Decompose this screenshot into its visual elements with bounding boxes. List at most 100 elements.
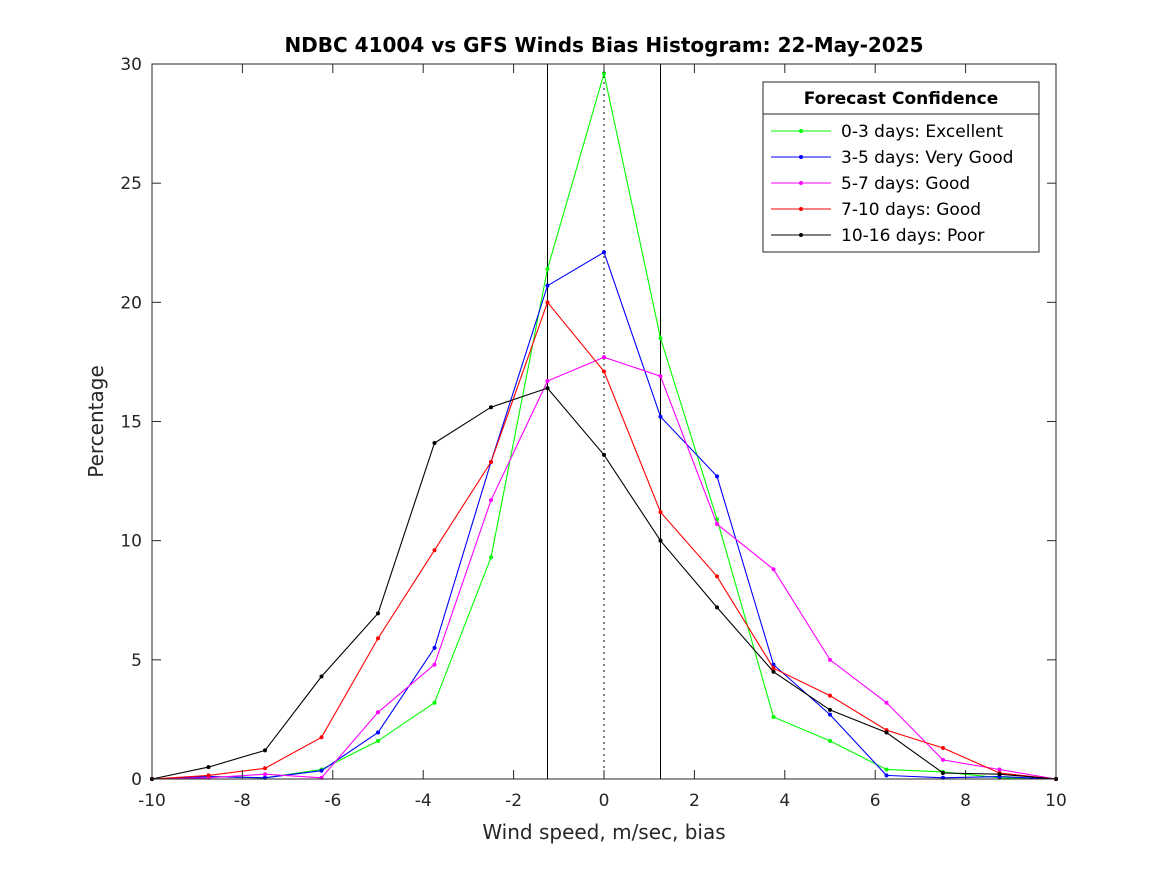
chart-title: NDBC 41004 vs GFS Winds Bias Histogram: … bbox=[284, 33, 923, 57]
data-point bbox=[715, 574, 719, 579]
data-point bbox=[432, 645, 437, 650]
data-point bbox=[828, 657, 832, 662]
plot-area bbox=[547, 64, 661, 779]
data-point bbox=[376, 636, 380, 641]
series-layer bbox=[150, 71, 1058, 781]
legend-item: 0-3 days: Excellent bbox=[771, 122, 1003, 142]
x-tick-label: 6 bbox=[870, 791, 881, 811]
data-point bbox=[828, 707, 832, 712]
legend-swatch-marker bbox=[799, 129, 803, 133]
x-tick-label: -8 bbox=[234, 791, 251, 811]
data-point bbox=[715, 605, 719, 610]
y-axis-label: Percentage bbox=[84, 365, 108, 478]
legend-item: 7-10 days: Good bbox=[771, 200, 981, 220]
legend-label: 0-3 days: Excellent bbox=[841, 122, 1003, 142]
x-tick-label: -6 bbox=[324, 791, 341, 811]
legend-item: 10-16 days: Poor bbox=[771, 226, 985, 246]
data-point bbox=[602, 355, 606, 360]
data-point bbox=[771, 567, 776, 572]
x-tick-label: 10 bbox=[1045, 791, 1067, 811]
data-point bbox=[658, 336, 663, 341]
x-axis-label: Wind speed, m/sec, bias bbox=[482, 820, 725, 844]
data-point bbox=[602, 452, 606, 457]
legend-swatch-marker bbox=[799, 207, 803, 211]
data-point bbox=[997, 772, 1002, 777]
series-3 bbox=[150, 355, 1058, 781]
data-point bbox=[263, 748, 267, 753]
x-tick-label: 0 bbox=[599, 791, 610, 811]
data-point bbox=[884, 767, 889, 772]
data-point bbox=[206, 765, 211, 770]
legend-item: 5-7 days: Good bbox=[771, 174, 970, 194]
data-point bbox=[771, 666, 776, 671]
data-point bbox=[658, 414, 663, 419]
data-point bbox=[263, 772, 267, 777]
x-tick-label: -2 bbox=[505, 791, 522, 811]
legend-swatch-marker bbox=[799, 233, 803, 237]
ticks-layer: -10 -8 -6 -4 -2 0 2 4 6 8 10 0 5 10 15 20 25 30 bbox=[120, 55, 1066, 811]
data-point bbox=[432, 700, 437, 705]
legend: Forecast Confidence 0-3 days: Excellent 3… bbox=[762, 81, 1040, 253]
data-point bbox=[376, 730, 380, 735]
data-point bbox=[319, 735, 324, 740]
data-point bbox=[828, 738, 832, 743]
y-tick-label: 20 bbox=[120, 293, 142, 313]
data-point bbox=[771, 715, 776, 720]
data-point bbox=[432, 440, 437, 445]
data-point bbox=[602, 250, 606, 255]
x-tick-label: 8 bbox=[960, 791, 971, 811]
legend-swatch-marker bbox=[799, 155, 803, 159]
data-point bbox=[545, 283, 550, 288]
data-point bbox=[828, 712, 832, 717]
legend-label: 3-5 days: Very Good bbox=[841, 148, 1013, 168]
y-tick-label: 25 bbox=[120, 174, 142, 194]
data-point bbox=[658, 538, 663, 543]
x-tick-label: 4 bbox=[779, 791, 790, 811]
y-tick-label: 5 bbox=[131, 651, 142, 671]
x-tick-label: -10 bbox=[138, 791, 166, 811]
data-point bbox=[545, 386, 550, 391]
data-point bbox=[658, 374, 663, 379]
data-point bbox=[941, 771, 945, 776]
data-point bbox=[941, 757, 945, 762]
y-tick-label: 30 bbox=[120, 55, 142, 75]
data-point bbox=[771, 669, 776, 674]
legend-swatch-marker bbox=[799, 181, 803, 185]
data-point bbox=[319, 674, 324, 679]
data-point bbox=[432, 662, 437, 667]
data-point bbox=[828, 693, 832, 698]
data-point bbox=[602, 369, 606, 374]
data-point bbox=[941, 746, 945, 751]
legend-item: 3-5 days: Very Good bbox=[771, 148, 1013, 168]
data-point bbox=[545, 378, 550, 383]
series-5 bbox=[150, 386, 1058, 781]
data-point bbox=[263, 766, 267, 771]
x-tick-label: 2 bbox=[689, 791, 700, 811]
data-point bbox=[658, 510, 663, 515]
legend-label: 5-7 days: Good bbox=[841, 174, 970, 194]
data-point bbox=[602, 71, 606, 76]
legend-label: 7-10 days: Good bbox=[841, 200, 981, 220]
data-point bbox=[432, 548, 437, 553]
data-point bbox=[376, 611, 380, 616]
data-point bbox=[884, 730, 889, 735]
data-point bbox=[319, 768, 324, 773]
data-point bbox=[489, 498, 493, 503]
y-tick-label: 0 bbox=[131, 770, 142, 790]
data-point bbox=[489, 405, 493, 410]
legend-label: 10-16 days: Poor bbox=[841, 226, 985, 246]
legend-box bbox=[762, 81, 1040, 253]
data-point bbox=[884, 700, 889, 705]
legend-items: 0-3 days: Excellent 3-5 days: Very Good 5-… bbox=[771, 122, 1013, 246]
data-point bbox=[376, 738, 380, 743]
y-tick-label: 10 bbox=[120, 532, 142, 552]
data-point bbox=[545, 300, 550, 305]
data-point bbox=[489, 460, 493, 465]
data-point bbox=[206, 773, 211, 778]
y-tick-label: 15 bbox=[120, 413, 142, 433]
data-point bbox=[884, 773, 889, 778]
data-point bbox=[715, 474, 719, 479]
data-point bbox=[545, 266, 550, 271]
x-tick-label: -4 bbox=[415, 791, 432, 811]
